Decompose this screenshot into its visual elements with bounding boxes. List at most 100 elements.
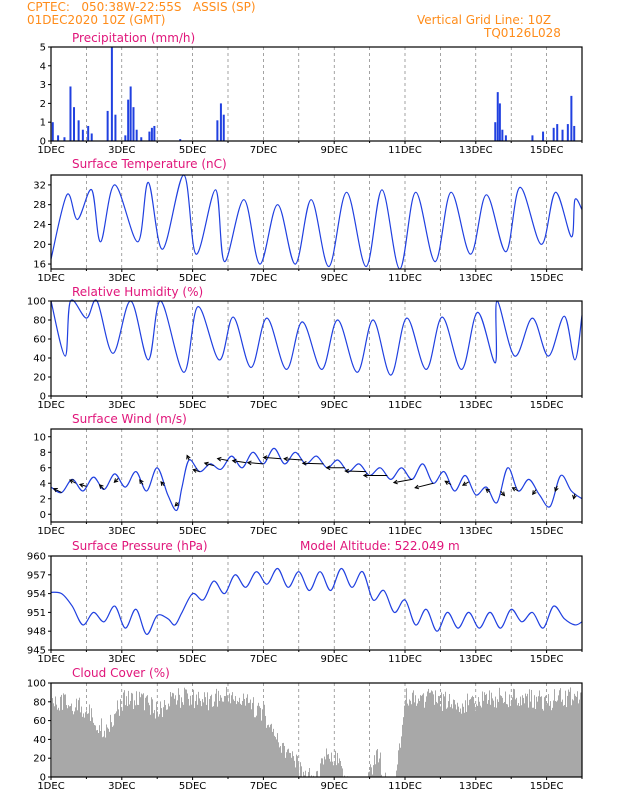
x-tick-label: 7DEC bbox=[250, 781, 277, 792]
cloud-bar bbox=[66, 705, 67, 777]
cloud-bar bbox=[226, 687, 227, 777]
cloud-bar bbox=[397, 764, 398, 777]
cloud-bar bbox=[245, 705, 246, 777]
cloud-bar bbox=[58, 707, 59, 777]
pressure-line bbox=[50, 567, 583, 635]
plot-frame bbox=[50, 682, 583, 778]
cloud-bar bbox=[500, 695, 501, 777]
cloud-bar bbox=[426, 696, 427, 777]
cloud-bar bbox=[512, 697, 513, 777]
cloud-bar bbox=[485, 694, 486, 777]
wind-vector-head bbox=[246, 460, 252, 466]
run-time-label: 01DEC2020 10Z (GMT) bbox=[27, 13, 166, 27]
cloud-bar bbox=[132, 693, 133, 777]
y-tick-label: 951 bbox=[27, 608, 46, 619]
cloud-bar bbox=[99, 725, 100, 777]
cloud-bar bbox=[52, 698, 53, 777]
cloud-bar bbox=[515, 699, 516, 777]
x-tick-label: 13DEC bbox=[459, 400, 493, 411]
x-tick-label: 7DEC bbox=[250, 273, 277, 284]
cloud-bar bbox=[435, 690, 436, 777]
cloud-bar bbox=[441, 692, 442, 777]
cloud-bar bbox=[177, 700, 178, 777]
cloud-bar bbox=[455, 704, 456, 777]
cloud-bar bbox=[579, 699, 580, 777]
cloud-bar bbox=[78, 700, 79, 777]
chart-header: CPTEC: 050:38W-22:55S ASSIS (SP) 01DEC20… bbox=[0, 0, 618, 44]
wind-vector-head bbox=[283, 456, 288, 462]
cloud-bar bbox=[154, 710, 155, 777]
y-tick-label: 40 bbox=[33, 354, 46, 365]
cloud-bar bbox=[534, 695, 535, 777]
cloud-bar bbox=[412, 692, 413, 777]
cloud-bar bbox=[547, 703, 548, 777]
cloud-bar bbox=[124, 690, 125, 777]
cloud-bar bbox=[433, 694, 434, 777]
cloud-bar bbox=[336, 765, 337, 777]
cloud-bar bbox=[180, 707, 181, 777]
cloud-bar bbox=[330, 761, 331, 777]
model-altitude-label: Model Altitude: 522.049 m bbox=[300, 539, 460, 553]
cloud-bar bbox=[89, 704, 90, 777]
precip-bar bbox=[561, 129, 564, 141]
x-tick-label: 15DEC bbox=[530, 273, 564, 284]
cloud-bar bbox=[262, 709, 263, 777]
cloud-bar bbox=[65, 694, 66, 777]
cloud-bar bbox=[320, 763, 321, 777]
cloud-bar bbox=[109, 731, 110, 777]
cloud-bar bbox=[57, 709, 58, 777]
cloud-bar bbox=[409, 699, 410, 777]
cloud-bar bbox=[418, 698, 419, 777]
precip-bar bbox=[87, 125, 90, 141]
cloud-bar bbox=[240, 703, 241, 777]
cloud-bar bbox=[400, 747, 401, 777]
cloud-bar bbox=[254, 717, 255, 777]
x-tick-label: 9DEC bbox=[321, 273, 348, 284]
cloud-bar bbox=[311, 775, 312, 777]
cloud-bar bbox=[372, 774, 373, 777]
cloud-bar bbox=[303, 771, 304, 777]
cloud-bar bbox=[189, 705, 190, 777]
cloud-bar bbox=[518, 703, 519, 777]
station-label: CPTEC: 050:38W-22:55S ASSIS (SP) bbox=[27, 0, 256, 14]
cloud-bar bbox=[250, 699, 251, 777]
cloud-bar bbox=[120, 699, 121, 777]
cloud-bar bbox=[192, 696, 193, 777]
cloud-bar bbox=[131, 692, 132, 777]
cloud-bar bbox=[428, 688, 429, 777]
wind-vector bbox=[193, 469, 200, 473]
cloud-bar bbox=[139, 691, 140, 777]
cloud-bar bbox=[287, 749, 288, 777]
wind-vector-head bbox=[52, 488, 58, 493]
cloud-bar bbox=[526, 696, 527, 777]
x-tick-label: 11DEC bbox=[388, 781, 422, 792]
cloud-bar bbox=[203, 702, 204, 777]
vertical-grid-label: Vertical Grid Line: 10Z bbox=[417, 13, 552, 27]
wind-vector-head bbox=[511, 487, 517, 492]
y-tick-label: 3 bbox=[40, 80, 46, 91]
cloud-bar bbox=[185, 689, 186, 777]
x-tick-label: 13DEC bbox=[459, 273, 493, 284]
precip-bar bbox=[148, 131, 151, 141]
cloud-bar bbox=[498, 701, 499, 777]
cloud-bar bbox=[71, 703, 72, 777]
cloud-bar bbox=[420, 695, 421, 777]
x-tick-label: 11DEC bbox=[388, 273, 422, 284]
cloud-bar bbox=[257, 705, 258, 777]
cloud-bar bbox=[56, 704, 57, 777]
y-tick-label: 1 bbox=[40, 118, 46, 129]
cloud-bar bbox=[141, 693, 142, 777]
cloud-bar bbox=[476, 704, 477, 777]
cloud-bar bbox=[450, 707, 451, 777]
precip-bar bbox=[57, 135, 60, 141]
cloud-bar bbox=[63, 693, 64, 777]
cloud-bar bbox=[563, 705, 564, 777]
cloud-bar bbox=[308, 772, 309, 777]
precip-bar bbox=[222, 114, 225, 141]
cloud-bar bbox=[488, 700, 489, 777]
y-tick-label: 60 bbox=[33, 335, 46, 346]
cloud-bar bbox=[529, 689, 530, 777]
cloud-bar bbox=[70, 706, 71, 777]
cloud-bar bbox=[340, 760, 341, 777]
cloud-bar bbox=[138, 704, 139, 777]
